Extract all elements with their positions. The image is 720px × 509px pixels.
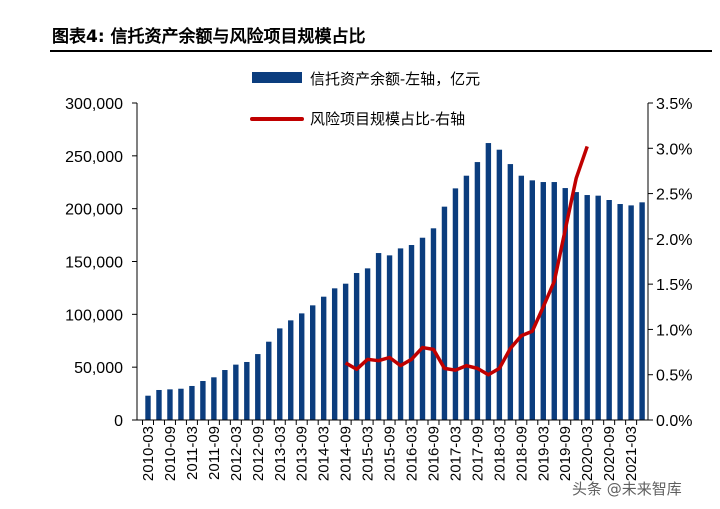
bar-2014-03 <box>320 296 327 420</box>
bar-2010-03 <box>145 395 151 420</box>
bar-2019-12 <box>573 192 579 420</box>
right-tick-label: 1.5% <box>656 277 692 294</box>
x-tick-label: 2019-03 <box>535 426 552 481</box>
bar-2013-12 <box>310 305 316 420</box>
bar-2021-03 <box>628 205 634 420</box>
legend-line-label: 风险项目规模占比-右轴 <box>310 110 465 128</box>
legend-bar-label: 信托资产余额-左轴，亿元 <box>310 70 480 88</box>
right-tick-label: 0.0% <box>656 413 692 430</box>
bar-2010-12 <box>178 388 184 420</box>
legend-bar-swatch <box>252 72 302 83</box>
left-tick-label: 150,000 <box>65 255 123 272</box>
bar-2018-09 <box>518 175 525 420</box>
watermark: 头条 @未来智库 <box>572 480 682 498</box>
right-tick-label: 3.5% <box>656 96 692 113</box>
bar-2019-09 <box>562 188 568 420</box>
x-tick-label: 2017-03 <box>447 426 464 481</box>
left-tick-label: 50,000 <box>74 360 123 377</box>
right-tick-label: 3.0% <box>656 141 692 158</box>
left-tick-label: 100,000 <box>65 307 123 324</box>
x-tick-label: 2014-03 <box>316 426 333 481</box>
bar-2015-03 <box>364 268 371 420</box>
bar-2010-09 <box>167 389 173 420</box>
bar-2011-09 <box>211 377 217 420</box>
x-tick-label: 2018-03 <box>491 426 508 481</box>
left-tick-label: 250,000 <box>65 149 123 166</box>
x-tick-label: 2020-03 <box>579 426 596 481</box>
bar-2011-06 <box>200 381 206 420</box>
bar-2018-12 <box>529 180 535 420</box>
bar-2018-03 <box>496 149 503 421</box>
bar-2011-03 <box>189 385 195 420</box>
bar-2017-12 <box>485 143 492 420</box>
bar-2011-12 <box>222 370 228 420</box>
right-tick-label: 0.5% <box>656 368 692 385</box>
left-tick-label: 0 <box>114 413 123 430</box>
bar-2017-09 <box>474 162 481 420</box>
x-tick-label: 2010-09 <box>162 426 179 481</box>
bar-2013-06 <box>288 320 294 420</box>
x-tick-label: 2018-09 <box>513 426 530 481</box>
x-tick-label: 2019-09 <box>557 426 574 481</box>
bar-2014-06 <box>331 288 338 420</box>
bar-2012-12 <box>266 341 272 420</box>
bar-2013-09 <box>299 313 305 420</box>
x-tick-label: 2012-03 <box>228 426 245 481</box>
left-tick-label: 200,000 <box>65 202 123 219</box>
x-tick-label: 2011-09 <box>206 426 223 480</box>
bar-2015-06 <box>375 253 382 420</box>
x-tick-label: 2020-09 <box>601 426 618 481</box>
x-tick-label: 2010-03 <box>140 426 157 481</box>
left-tick-label: 300,000 <box>65 96 123 113</box>
bar-2020-09 <box>606 200 612 420</box>
bar-2016-12 <box>441 206 448 420</box>
page-title: 图表4: 信托资产余额与风险项目规模占比 <box>52 27 366 47</box>
bar-2013-03 <box>277 328 283 420</box>
bar-2016-06 <box>419 237 426 420</box>
bar-2012-06 <box>244 361 250 420</box>
x-tick-label: 2015-03 <box>360 426 377 481</box>
bar-2014-12 <box>353 273 360 420</box>
bar-2017-06 <box>463 175 470 420</box>
bar-2020-06 <box>595 195 601 420</box>
x-tick-label: 2021-03 <box>623 426 640 481</box>
right-tick-label: 2.5% <box>656 187 692 204</box>
x-tick-label: 2013-09 <box>294 426 311 481</box>
bar-2010-06 <box>156 389 162 420</box>
x-tick-label: 2016-09 <box>425 426 442 481</box>
bar-2012-09 <box>255 354 261 420</box>
x-tick-label: 2014-09 <box>338 426 355 481</box>
bar-2020-12 <box>617 204 623 420</box>
title-rule <box>50 50 712 52</box>
x-tick-label: 2011-03 <box>184 426 201 480</box>
x-tick-label: 2015-09 <box>382 426 399 481</box>
right-tick-label: 2.0% <box>656 232 692 249</box>
bar-2014-09 <box>342 283 349 420</box>
bar-2017-03 <box>452 188 459 420</box>
bar-2019-06 <box>551 182 557 420</box>
bar-2021-06 <box>639 202 645 420</box>
x-tick-label: 2012-09 <box>250 426 267 481</box>
bar-2019-03 <box>540 182 546 420</box>
bar-2012-03 <box>233 364 239 420</box>
bar-2016-09 <box>430 228 437 420</box>
bar-2015-12 <box>397 248 404 420</box>
right-tick-label: 1.0% <box>656 322 692 339</box>
bar-2016-03 <box>408 245 415 420</box>
x-tick-label: 2013-03 <box>272 426 289 481</box>
bar-2020-03 <box>584 195 590 420</box>
x-tick-label: 2016-03 <box>404 426 421 481</box>
bar-2015-09 <box>386 255 393 420</box>
x-tick-label: 2017-09 <box>469 426 486 481</box>
bar-2018-06 <box>507 164 514 420</box>
